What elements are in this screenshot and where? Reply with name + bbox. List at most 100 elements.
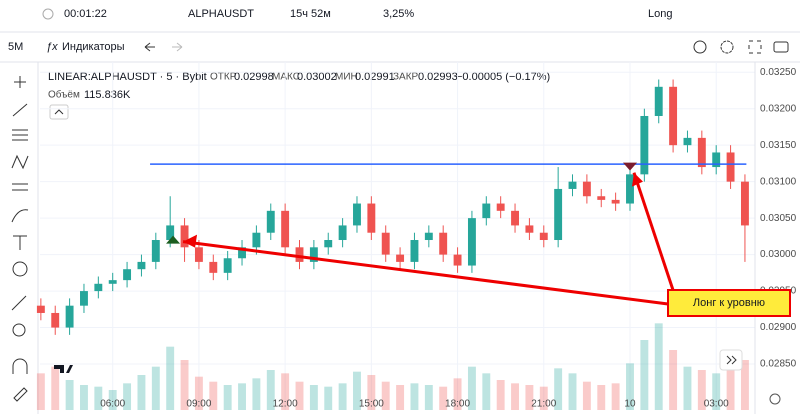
search-button[interactable] — [693, 40, 707, 54]
fullscreen-button[interactable] — [748, 40, 762, 54]
delta-value: −0.00005 (−0.17%) — [456, 71, 550, 83]
high-value: 0.03002 — [297, 71, 337, 83]
volume-bar — [654, 323, 663, 410]
trade-marker — [166, 235, 181, 244]
candle-body — [94, 283, 103, 292]
undo-button[interactable] — [144, 42, 155, 52]
volume-bar — [238, 383, 246, 410]
candle-body — [511, 210, 519, 226]
volume-bar — [697, 370, 706, 410]
volume-bar — [151, 366, 160, 410]
emoji-tool[interactable] — [12, 261, 28, 277]
candle-body — [439, 232, 448, 255]
volume-bar — [338, 383, 347, 410]
trade-marker — [622, 162, 637, 171]
volume-bar — [180, 360, 189, 410]
volume-bar — [266, 370, 275, 410]
settings-button[interactable] — [720, 40, 734, 54]
volume-bar — [726, 366, 735, 410]
candle-body — [137, 261, 146, 270]
interval-button[interactable]: 5M — [8, 41, 23, 53]
x-tick-label: 06:00 — [100, 399, 125, 410]
candle-body — [194, 247, 203, 262]
volume-bar — [94, 386, 103, 410]
duration: 15ч 52м — [290, 8, 331, 20]
volume-bar — [410, 383, 419, 410]
low-label: МИН — [335, 72, 358, 83]
candle-body — [740, 181, 749, 226]
candle-body — [324, 240, 333, 248]
volume-bar — [65, 380, 74, 410]
volume-bar — [669, 350, 678, 410]
projection-tool[interactable] — [12, 183, 28, 191]
volume-bar — [740, 360, 749, 410]
volume-value: 115.836K — [84, 89, 131, 101]
volume-bar — [295, 381, 304, 410]
candle-body — [640, 115, 649, 175]
brush-tool[interactable] — [11, 209, 29, 223]
volume-bar — [525, 385, 534, 410]
candle-body — [712, 152, 721, 168]
volume-bar — [324, 386, 333, 410]
instrument: LINEAR:ALPHAUSDT · 5 · Bybit — [48, 71, 207, 83]
volume-bar — [353, 371, 361, 410]
trendline-tool[interactable] — [12, 103, 28, 117]
fib-tool[interactable] — [12, 129, 28, 141]
collapse-icon — [54, 109, 64, 115]
text-tool[interactable] — [13, 235, 27, 250]
candle-body — [295, 247, 304, 262]
indicators-button[interactable]: Индикаторы — [62, 41, 125, 53]
candle-body — [381, 232, 390, 255]
volume-bar — [467, 366, 476, 410]
annotation-text: Лонг к уровню — [693, 297, 765, 309]
candle-body — [51, 312, 60, 328]
candle-body — [453, 254, 462, 266]
volume-bar — [209, 381, 218, 410]
pattern-tool[interactable] — [11, 154, 29, 170]
crosshair-tool[interactable] — [14, 76, 26, 88]
candle-body — [626, 174, 634, 204]
volume-bar — [123, 383, 132, 410]
candle-body — [166, 225, 175, 241]
high-label: МАКС — [272, 72, 300, 83]
side: Long — [648, 8, 672, 20]
open-label: ОТКР — [210, 72, 237, 83]
close-value: 0.02993 — [418, 71, 458, 83]
settings-gear[interactable] — [769, 393, 781, 405]
drawing-toolbar — [11, 76, 29, 402]
x-tick-label: 12:00 — [273, 399, 298, 410]
arrowhead — [631, 172, 643, 187]
x-tick-label: 09:00 — [186, 399, 211, 410]
volume-bar — [51, 366, 60, 410]
zoom-tool[interactable] — [12, 323, 26, 337]
volume-bar — [252, 378, 261, 410]
volume-bar — [554, 368, 563, 410]
candle-body — [108, 280, 117, 284]
candle-body — [65, 305, 74, 328]
candle-body — [209, 261, 218, 273]
candle-body — [568, 181, 577, 189]
candle-body — [697, 137, 706, 168]
candle-body — [151, 240, 160, 262]
timer: 00:01:22 — [64, 8, 107, 20]
screenshot-button[interactable] — [773, 41, 789, 53]
candle-body — [496, 203, 505, 211]
candle-body — [80, 291, 88, 306]
ruler-tool[interactable] — [11, 295, 27, 311]
ohlc-legend: ОТКР 0.02998 МАКС 0.03002 МИН 0.02991 ЗА… — [210, 71, 550, 83]
volume-bar — [396, 385, 405, 410]
collapse-button[interactable] — [49, 104, 69, 120]
x-tick-label: 03:00 — [704, 399, 729, 410]
volume-bar — [108, 390, 117, 410]
magnet-tool[interactable] — [12, 358, 28, 374]
candle-body — [482, 203, 491, 219]
volume-bar — [568, 373, 577, 410]
pencil-tool[interactable] — [13, 387, 28, 402]
candle-body — [252, 232, 261, 248]
volume-bar — [223, 385, 232, 410]
redo-button[interactable] — [172, 42, 183, 52]
close-label: ЗАКР — [393, 72, 419, 83]
scroll-icon — [726, 355, 737, 365]
logo — [54, 365, 73, 373]
